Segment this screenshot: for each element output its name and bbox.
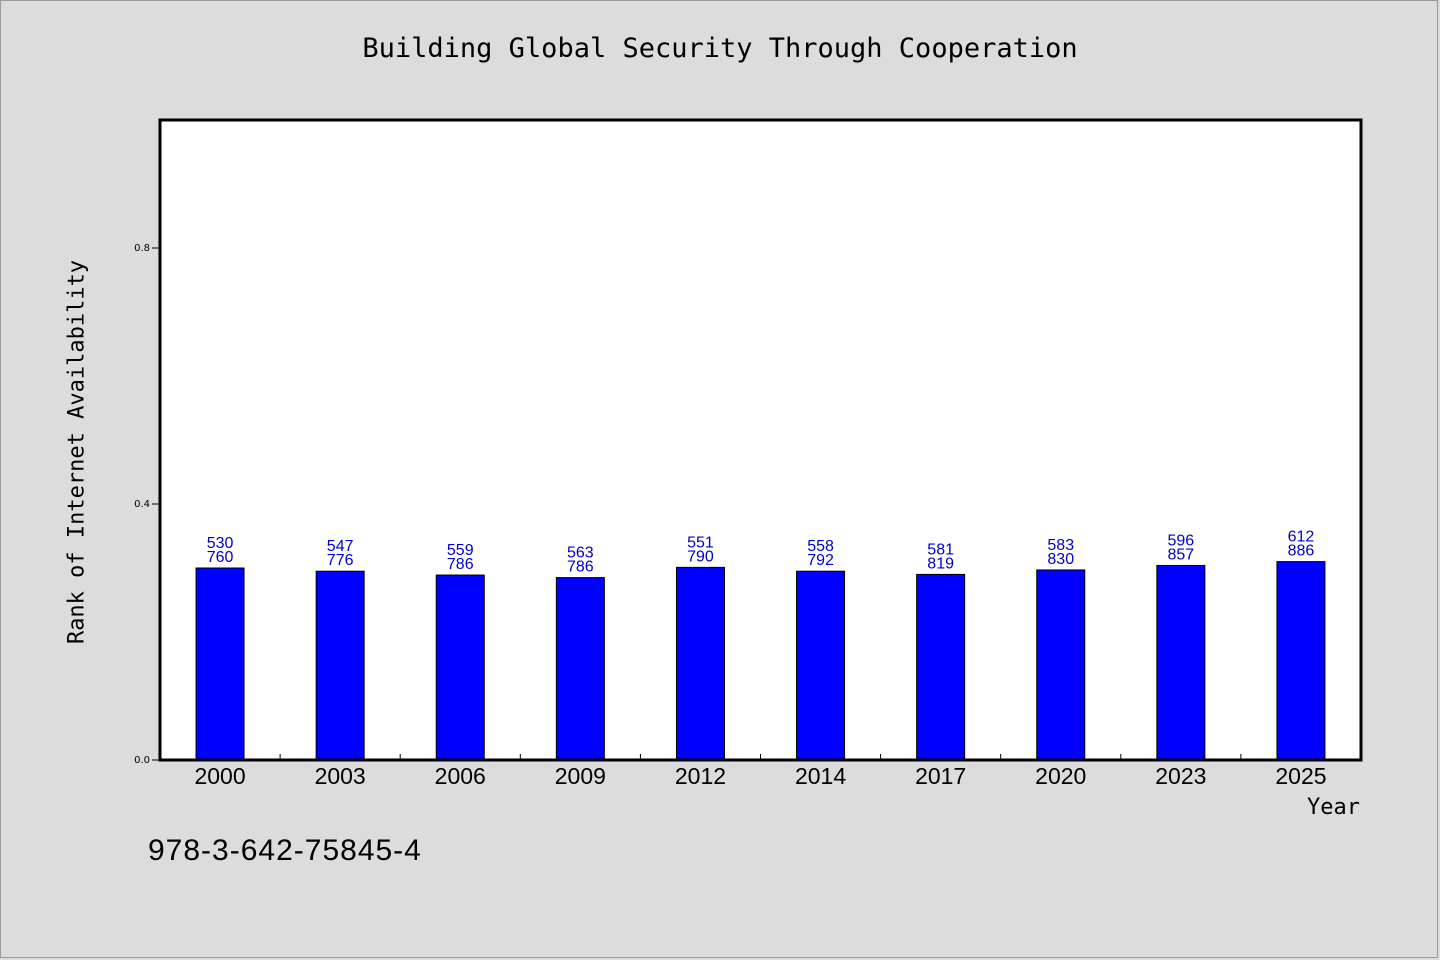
- bar-label-top: 547: [327, 538, 354, 555]
- bar: [1156, 564, 1206, 761]
- x-tick-label: 2020: [1035, 763, 1086, 789]
- x-tick-label: 2003: [315, 763, 366, 789]
- bar-label-bottom: 786: [567, 559, 594, 576]
- bar-label-bottom: 792: [807, 552, 834, 569]
- chart-title: Building Global Security Through Coopera…: [362, 33, 1078, 64]
- bar-label-bottom: 790: [687, 548, 714, 565]
- x-axis-title: Year: [1307, 795, 1360, 820]
- bar-label-top: 581: [927, 541, 954, 558]
- x-tick-label: 2006: [435, 763, 486, 789]
- bar-label-top: 612: [1288, 529, 1315, 546]
- x-tick-label: 2009: [555, 763, 606, 789]
- bar: [675, 566, 725, 761]
- bar: [796, 570, 846, 761]
- bar: [195, 567, 245, 761]
- bar: [1036, 569, 1086, 761]
- bar-label-top: 583: [1047, 537, 1074, 554]
- bar-label-bottom: 760: [207, 549, 234, 566]
- bar-label-bottom: 786: [447, 556, 474, 573]
- x-tick-label: 2012: [675, 763, 726, 789]
- bar-label-bottom: 830: [1047, 551, 1074, 568]
- bar-label-bottom: 776: [327, 552, 354, 569]
- x-tick-label: 2023: [1155, 763, 1206, 789]
- bar-label-bottom: 819: [927, 555, 954, 572]
- y-tick-label: 0.4: [134, 499, 150, 510]
- bar: [435, 574, 485, 761]
- bar-label-top: 559: [447, 542, 474, 559]
- bar-label-top: 596: [1167, 532, 1194, 549]
- x-tick-label: 2014: [795, 763, 846, 789]
- plot-border: [158, 118, 1363, 762]
- bar: [1276, 561, 1326, 761]
- bar-label-top: 551: [687, 534, 714, 551]
- x-tick-label: 2000: [194, 763, 245, 789]
- x-tick-label: 2025: [1275, 763, 1326, 789]
- bar-label-top: 563: [567, 545, 594, 562]
- bar: [315, 570, 365, 761]
- y-tick-label: 0.0: [134, 755, 150, 766]
- isbn-label: 978-3-642-75845-4: [148, 834, 422, 867]
- x-tick-label: 2017: [915, 763, 966, 789]
- bar: [916, 573, 966, 761]
- bar-label-top: 530: [207, 535, 234, 552]
- bar-label-top: 558: [807, 538, 834, 555]
- y-tick-label: 0.8: [134, 243, 150, 254]
- bar: [555, 577, 605, 761]
- bar-label-bottom: 886: [1288, 543, 1315, 560]
- bar-label-bottom: 857: [1167, 546, 1194, 563]
